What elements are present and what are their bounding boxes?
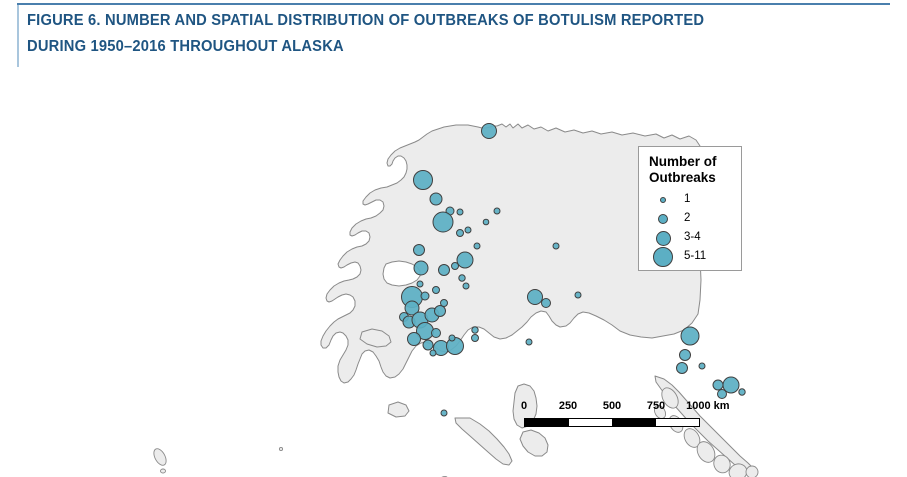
outbreak-symbol xyxy=(416,280,424,288)
outbreak-symbol xyxy=(458,274,466,282)
legend-symbol xyxy=(639,229,679,248)
outbreak-symbol xyxy=(493,207,501,215)
outbreak-symbol xyxy=(451,262,459,270)
outbreak-symbol xyxy=(429,349,437,357)
outbreak-symbol xyxy=(717,389,727,399)
legend-entry: 3-4 xyxy=(639,229,743,248)
scalebar-tick-label: 0 xyxy=(520,400,528,412)
kodiak-island xyxy=(519,429,549,457)
outbreak-symbol xyxy=(446,337,464,355)
scalebar-tick-label: 1000 km xyxy=(686,400,730,412)
legend-label: 3-4 xyxy=(684,231,701,243)
header-top-rule xyxy=(17,3,890,5)
scalebar-tick-label: 750 xyxy=(646,400,666,412)
outbreak-symbol xyxy=(680,326,700,346)
scalebar-labels: 0 250 500 750 1000 km xyxy=(520,400,730,415)
outbreak-symbol xyxy=(471,326,479,334)
legend-symbol xyxy=(639,247,679,267)
scalebar-segment xyxy=(525,419,569,426)
st-lawrence-island xyxy=(359,328,392,348)
scalebar-segment xyxy=(612,419,656,426)
outbreak-symbol xyxy=(738,388,746,396)
aleutian-islands xyxy=(153,446,449,477)
outbreak-symbol xyxy=(404,300,420,316)
legend-label: 5-11 xyxy=(684,250,707,262)
outbreak-symbol xyxy=(574,291,582,299)
outbreak-symbol xyxy=(481,123,497,139)
outbreak-symbol xyxy=(413,170,433,190)
outbreak-symbol xyxy=(431,328,441,338)
outbreak-symbol xyxy=(464,226,472,234)
outbreak-symbol xyxy=(434,305,446,317)
outbreak-symbol xyxy=(471,334,479,342)
outbreak-symbol xyxy=(413,260,429,276)
legend-label: 2 xyxy=(684,212,691,224)
legend-symbol xyxy=(639,210,679,229)
outbreak-symbol xyxy=(440,299,448,307)
legend-entry: 5-11 xyxy=(639,247,743,267)
legend-label: 1 xyxy=(684,193,691,205)
outbreak-symbol xyxy=(676,362,688,374)
outbreak-symbol xyxy=(429,192,443,206)
outbreak-symbol xyxy=(440,409,448,417)
scalebar-tick-label: 500 xyxy=(602,400,622,412)
outbreak-symbol xyxy=(541,298,551,308)
legend-circle-icon xyxy=(653,247,673,267)
alaska-peninsula xyxy=(454,417,513,466)
alaska-map xyxy=(0,80,907,477)
seward-peninsula-notch xyxy=(382,260,421,287)
outbreak-symbol xyxy=(422,339,434,351)
outbreak-symbol xyxy=(679,349,691,361)
outbreak-symbol xyxy=(420,291,430,301)
figure-title: FIGURE 6. NUMBER AND SPATIAL DISTRIBUTIO… xyxy=(27,12,705,55)
outbreak-symbol xyxy=(462,282,470,290)
outbreak-symbol xyxy=(438,264,450,276)
outbreak-symbol xyxy=(456,251,474,269)
outbreak-symbol xyxy=(482,218,490,226)
map-svg xyxy=(153,123,759,477)
outbreak-symbol xyxy=(456,208,464,216)
outbreak-symbols xyxy=(399,123,746,417)
scalebar-bar xyxy=(524,418,700,427)
legend-entries: 1 2 3-4 5-11 xyxy=(639,191,743,267)
legend-circle-icon xyxy=(660,197,666,203)
legend-entry: 2 xyxy=(639,210,743,229)
outbreak-symbol xyxy=(432,286,440,294)
scalebar-segment xyxy=(655,419,699,426)
scalebar-tick-label: 250 xyxy=(558,400,578,412)
outbreak-symbol xyxy=(698,362,706,370)
outbreak-symbol xyxy=(407,332,421,346)
legend-circle-icon xyxy=(655,230,671,246)
legend-circle-icon xyxy=(658,214,668,224)
legend-title: Number of Outbreaks xyxy=(649,154,717,185)
legend-symbol xyxy=(639,191,679,210)
map-scalebar: 0 250 500 750 1000 km xyxy=(520,400,730,434)
outbreak-symbol xyxy=(527,289,543,305)
scalebar-segment xyxy=(568,419,612,426)
outbreak-symbol xyxy=(552,242,560,250)
outbreak-symbol xyxy=(473,242,481,250)
outbreak-symbol xyxy=(432,211,454,233)
header-left-accent-bar xyxy=(17,5,19,67)
map-legend: Number of Outbreaks 1 2 3-4 5-11 xyxy=(638,146,742,271)
outbreak-symbol xyxy=(456,229,464,237)
nunivak-island xyxy=(387,401,410,418)
outbreak-symbol xyxy=(525,338,533,346)
outbreak-symbol xyxy=(413,244,425,256)
legend-entry: 1 xyxy=(639,191,743,210)
outbreak-symbol xyxy=(448,334,456,342)
outbreak-symbol xyxy=(712,379,724,391)
